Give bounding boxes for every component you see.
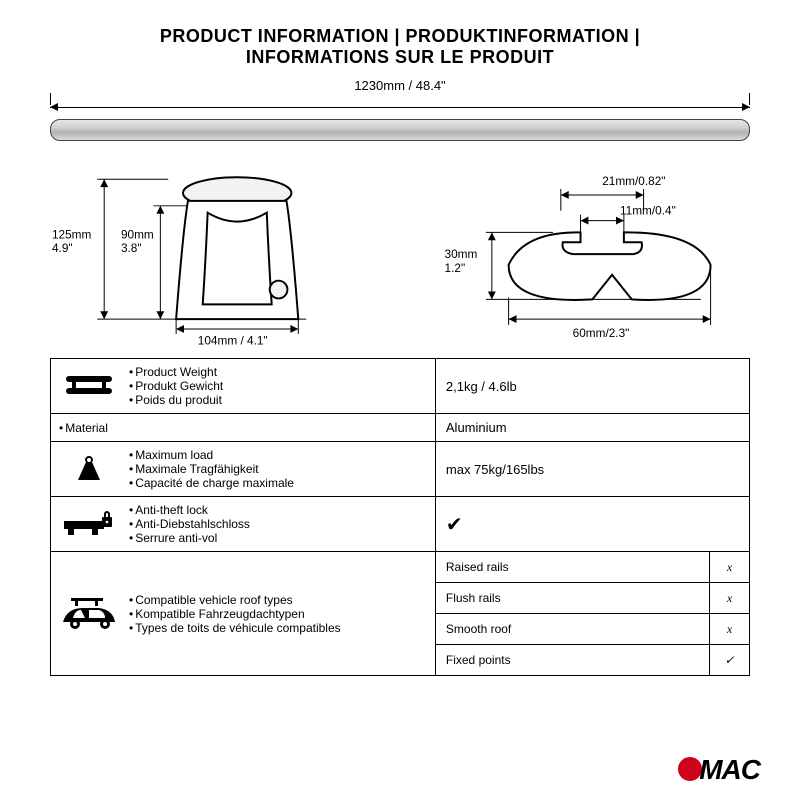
brand-logo: MAC: [678, 754, 760, 786]
page-title: PRODUCT INFORMATION | PRODUKTINFORMATION…: [50, 26, 750, 68]
label-lock-en: Anti-theft lock: [129, 503, 250, 517]
dim-3-8in: 3.8": [121, 241, 142, 255]
label-lock-fr: Serrure anti-vol: [129, 531, 250, 545]
top-bar-diagram: 1230mm / 48.4": [50, 78, 750, 158]
label-weight-en: Product Weight: [129, 365, 223, 379]
label-weight-de: Produkt Gewicht: [129, 379, 223, 393]
compat-option: Flush railsx: [436, 583, 749, 614]
label-material: Material: [59, 421, 108, 435]
compat-option: Raised railsx: [436, 552, 749, 583]
row-material: Material Aluminium: [51, 414, 749, 442]
dim-104mm: 104mm / 4.1": [198, 334, 268, 348]
top-dimension-arrow: [50, 107, 750, 113]
row-weight: Product Weight Produkt Gewicht Poids du …: [51, 359, 749, 414]
title-line1: PRODUCT INFORMATION | PRODUKTINFORMATION…: [50, 26, 750, 47]
x-icon: x: [709, 552, 749, 582]
crossbar-cross-section-icon: [509, 232, 711, 300]
label-compat-de: Kompatible Fahrzeugdachtypen: [129, 607, 341, 621]
compat-subtable: Raised railsxFlush railsxSmooth roofxFix…: [435, 552, 749, 675]
row-compat: Compatible vehicle roof types Kompatible…: [51, 552, 749, 675]
check-icon: ✓: [709, 645, 749, 675]
car-roof-icon: [59, 596, 119, 632]
x-icon: x: [709, 583, 749, 613]
bars-icon: [59, 372, 119, 400]
value-weight: 2,1kg / 4.6lb: [435, 359, 749, 413]
compat-option-label: Raised rails: [436, 552, 709, 582]
label-load-de: Maximale Tragfähigkeit: [129, 462, 294, 476]
label-compat-en: Compatible vehicle roof types: [129, 593, 341, 607]
spec-table: Product Weight Produkt Gewicht Poids du …: [50, 358, 750, 676]
dim-30mm: 30mm: [445, 247, 478, 261]
row-load: Maximum load Maximale Tragfähigkeit Capa…: [51, 442, 749, 497]
label-weight-fr: Poids du produit: [129, 393, 223, 407]
dim-21mm: 21mm/0.82": [602, 174, 665, 188]
dim-11mm: 11mm/0.4": [620, 204, 676, 218]
foot-shape-icon: [176, 177, 298, 319]
compat-option-label: Flush rails: [436, 583, 709, 613]
dim-1-2in: 1.2": [445, 261, 466, 275]
label-load-en: Maximum load: [129, 448, 294, 462]
value-load: max 75kg/165lbs: [435, 442, 749, 496]
checkmark-icon: ✔: [446, 512, 463, 537]
compat-option: Fixed points✓: [436, 645, 749, 675]
label-load-fr: Capacité de charge maximale: [129, 476, 294, 490]
weight-icon: [59, 454, 119, 484]
crossbar-profile-side: [50, 119, 750, 141]
x-icon: x: [709, 614, 749, 644]
row-lock: Anti-theft lock Anti-Diebstahlschloss Se…: [51, 497, 749, 552]
top-dimension-label: 1230mm / 48.4": [50, 78, 750, 93]
dim-125mm: 125mm: [52, 227, 92, 241]
title-line2: INFORMATIONS SUR LE PRODUIT: [50, 47, 750, 68]
dim-90mm: 90mm: [121, 227, 154, 241]
compat-option: Smooth roofx: [436, 614, 749, 645]
compat-option-label: Fixed points: [436, 645, 709, 675]
compat-option-label: Smooth roof: [436, 614, 709, 644]
dim-60mm: 60mm/2.3": [573, 326, 630, 340]
lock-bar-icon: [59, 509, 119, 539]
foot-diagram: 125mm 4.9" 90mm 3.8": [50, 170, 385, 350]
label-compat-fr: Types de toits de véhicule compatibles: [129, 621, 341, 635]
label-lock-de: Anti-Diebstahlschloss: [129, 517, 250, 531]
cross-section-diagram: 21mm/0.82" 11mm/0.4" 30mm 1.2": [415, 170, 750, 350]
value-material: Aluminium: [435, 414, 749, 441]
dim-4-9in: 4.9": [52, 241, 73, 255]
